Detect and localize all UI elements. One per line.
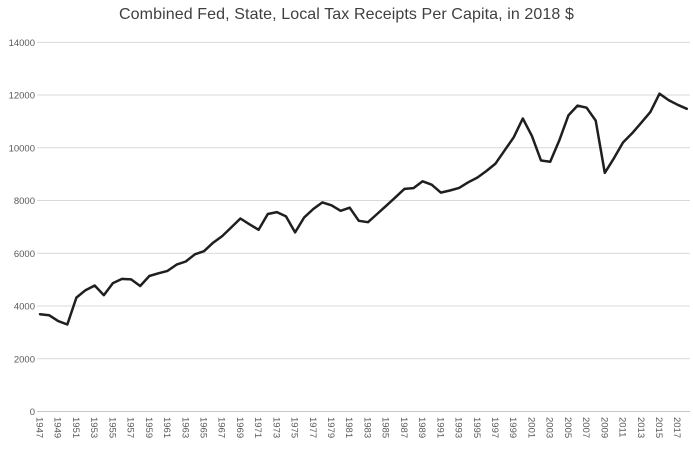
- x-tick-label: 1977: [307, 417, 318, 438]
- x-tick-label: 1957: [125, 417, 136, 438]
- x-tick-label: 1951: [70, 417, 81, 438]
- x-tick-label: 2015: [653, 417, 664, 438]
- x-tick-label: 2011: [617, 417, 628, 437]
- y-tick-label: 14000: [9, 38, 35, 49]
- x-tick-label: 1999: [507, 417, 518, 438]
- x-tick-label: 1973: [270, 417, 281, 438]
- y-tick-label: 10000: [9, 143, 35, 154]
- x-tick-label: 1961: [161, 417, 172, 438]
- x-tick-label: 1981: [343, 417, 354, 438]
- x-tick-label: 1959: [143, 417, 154, 438]
- x-tick-label: 2017: [671, 417, 682, 438]
- y-tick-label: 8000: [14, 196, 35, 207]
- x-tick-label: 1975: [289, 417, 300, 438]
- x-tick-label: 1969: [234, 417, 245, 438]
- x-tick-label: 2001: [525, 417, 536, 438]
- x-tick-label: 1997: [489, 417, 500, 438]
- x-tick-label: 1987: [398, 417, 409, 438]
- x-tick-label: 1955: [106, 417, 117, 438]
- y-tick-label: 6000: [14, 249, 35, 260]
- y-tick-label: 4000: [14, 302, 35, 313]
- tax-receipts-line-series: [38, 92, 689, 326]
- x-tick-label: 1983: [361, 417, 372, 438]
- x-tick-label: 1971: [252, 417, 263, 438]
- x-tick-label: 2003: [544, 417, 555, 438]
- y-tick-label: 2000: [14, 354, 35, 365]
- x-tick-label: 1965: [197, 417, 208, 438]
- x-tick-label: 1953: [88, 417, 99, 438]
- x-tick-label: 1949: [52, 417, 63, 438]
- x-tick-label: 1979: [325, 417, 336, 438]
- x-tick-label: 1947: [34, 417, 45, 438]
- x-tick-label: 2005: [562, 417, 573, 438]
- chart-title: Combined Fed, State, Local Tax Receipts …: [119, 6, 574, 23]
- x-tick-label: 2007: [580, 417, 591, 438]
- y-tick-label: 0: [30, 407, 35, 418]
- x-tick-label: 1967: [216, 417, 227, 438]
- x-tick-label: 1995: [471, 417, 482, 438]
- x-tick-label: 2013: [635, 417, 646, 438]
- x-tick-label: 1989: [416, 417, 427, 438]
- x-tick-label: 1963: [179, 417, 190, 438]
- x-tick-label: 1985: [380, 417, 391, 438]
- y-tick-label: 12000: [9, 91, 35, 102]
- x-tick-label: 2009: [598, 417, 609, 438]
- x-tick-label: 1993: [453, 417, 464, 438]
- x-tick-label: 1991: [434, 417, 445, 438]
